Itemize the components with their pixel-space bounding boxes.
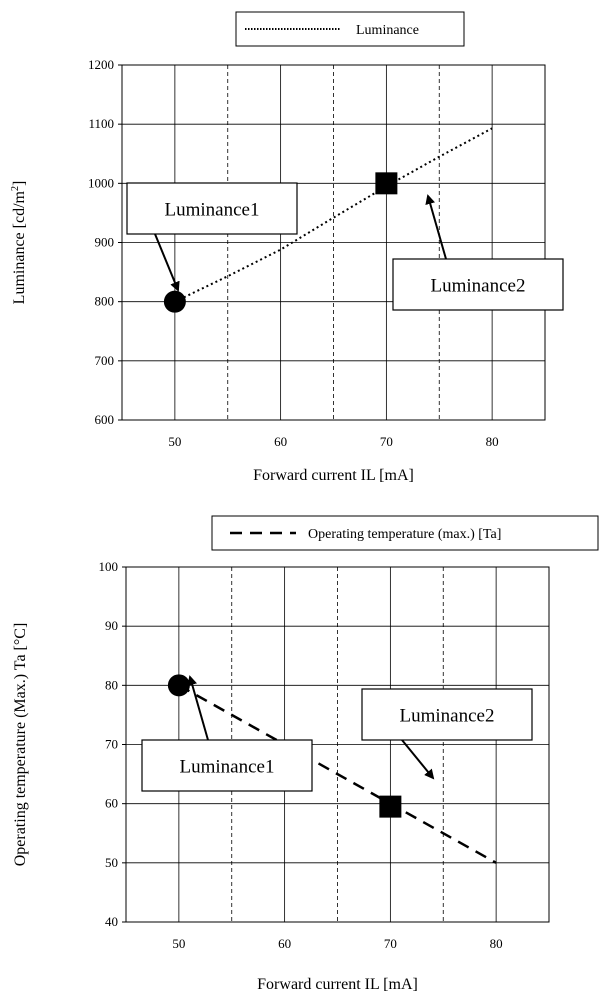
callout-arrow [187,675,209,741]
callout-box [126,182,298,235]
callout-2: Luminance2 [361,688,533,780]
y-tick-label: 1000 [88,175,114,190]
callout-box [361,688,533,741]
series-line [178,684,497,864]
callout-1: Luminance1 [126,182,298,292]
x-tick-label: 60 [278,936,291,951]
x-tick-label: 70 [384,936,397,951]
callout-box [392,258,564,311]
callout-arrow [154,233,180,292]
y-axis-title-main: Luminance [cd/m [11,190,28,304]
marker-circle [167,674,190,697]
series-line [174,127,493,303]
callout-arrow [425,194,447,260]
legend-box [235,11,465,47]
x-axis-title: Forward current IL [mA] [257,976,418,993]
x-tick-label: 80 [486,434,499,449]
callout-box [141,739,313,792]
legend: Luminance [235,11,465,47]
y-axis-title: Operating temperature (Max.) Ta [°C] [12,623,29,867]
legend-label: Luminance [356,23,419,38]
callout-arrow [401,739,435,780]
x-tick-label: 60 [274,434,287,449]
y-tick-label: 60 [105,796,118,811]
y-tick-label: 70 [105,737,118,752]
y-tick-label: 100 [99,559,119,574]
y-axis-title-main: Operating temperature (Max.) Ta [°C] [12,623,29,867]
y-tick-label: 40 [105,914,118,929]
callout-label: Luminance1 [165,200,260,221]
x-tick-label: 50 [172,936,185,951]
chart-2: 40 50 60 70 80 90 100 50 60 70 80 Forward current I… [12,515,599,993]
y-axis-title-suffix: ] [11,181,28,186]
x-axis-title: Forward current IL [mA] [253,467,414,484]
y-tick-label: 900 [95,235,115,250]
marker-square [375,172,398,195]
y-tick-label: 1100 [88,116,114,131]
y-tick-label: 80 [105,677,118,692]
callout-1: Luminance1 [141,675,313,792]
y-axis-title-superscript: 2 [10,186,21,191]
x-tick-label: 70 [380,434,393,449]
y-tick-label: 700 [95,353,115,368]
y-tick-label: 800 [95,294,115,309]
legend: Operating temperature (max.) [Ta] [211,515,599,551]
callout-label: Luminance2 [431,276,526,297]
legend-label: Operating temperature (max.) [Ta] [308,527,501,542]
callout-2: Luminance2 [392,194,564,311]
marker-circle [163,290,186,313]
y-axis-title: Luminance [cd/m2] [10,181,28,305]
y-tick-label: 600 [95,412,115,427]
x-tick-label: 50 [168,434,181,449]
marker-square [379,795,402,818]
y-tick-label: 50 [105,855,118,870]
chart-1: 600 700 800 900 1000 1100 1200 50 60 70 80 Forward … [10,11,564,484]
callout-label: Luminance1 [180,757,275,778]
x-tick-label: 80 [490,936,503,951]
y-tick-label: 90 [105,618,118,633]
callout-label: Luminance2 [400,706,495,727]
y-tick-label: 1200 [88,57,114,72]
